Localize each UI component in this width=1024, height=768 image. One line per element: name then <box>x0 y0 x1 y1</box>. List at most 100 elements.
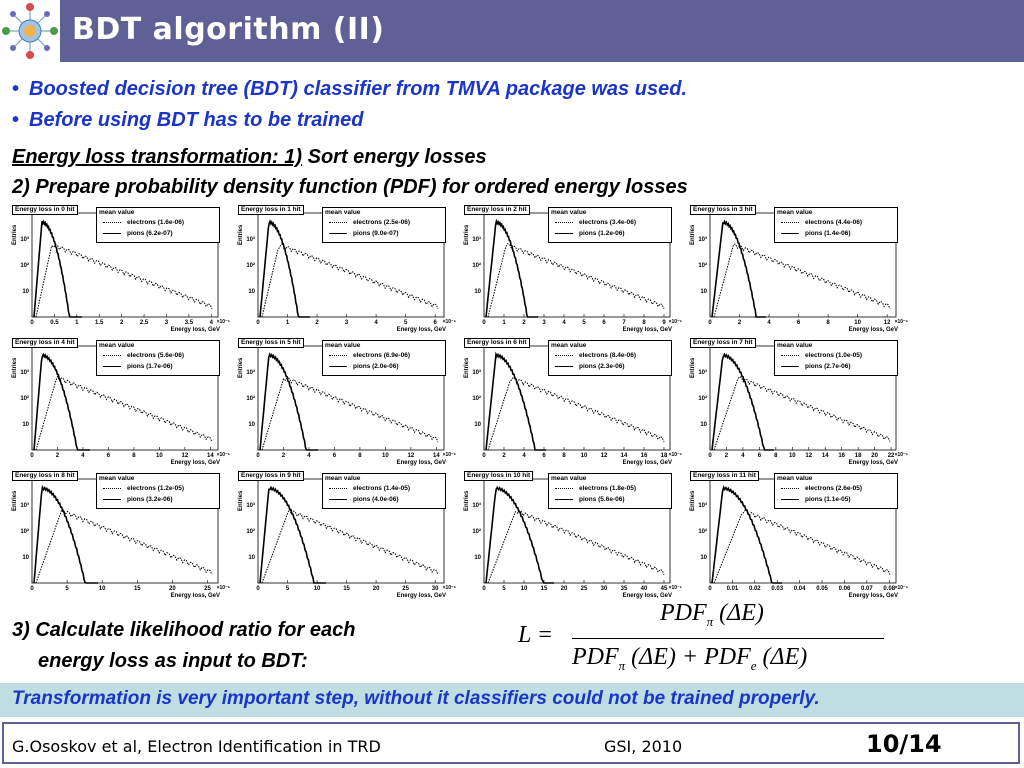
bullet-text: Boosted decision tree (BDT) classifier f… <box>29 78 687 100</box>
y-tick-label: 10 <box>700 422 707 428</box>
legend-pions: pions (2.7e-06) <box>805 363 851 370</box>
pions-series-line <box>33 352 90 451</box>
y-axis-label: Entries <box>12 224 18 245</box>
legend-electrons: electrons (1.6e-06) <box>127 219 185 226</box>
legend-electrons: electrons (2.6e-05) <box>805 485 863 492</box>
pions-swatch <box>103 233 121 234</box>
histogram-panel: 10 10² 10³ 0 1 2 3 4 5 6 Energy loss in 1 hit mean … <box>236 205 456 333</box>
x-tick-label: 0 <box>482 453 486 459</box>
pions-series-line <box>485 351 546 451</box>
x-tick-label: 8 <box>826 320 830 326</box>
x-tick-label: 20 <box>373 586 380 592</box>
x-axis-label: Energy loss, GeV <box>848 593 898 599</box>
x-tick-label: 0 <box>482 320 486 326</box>
histogram-panel: 10 10² 10³ 0 5 10 15 20 25 30 35 40 45 Energy loss in… <box>462 471 682 599</box>
histogram-grid: 10 10² 10³ 0 0.5 1 1.5 2 2.5 3 3.5 4 Energy loss in … <box>10 205 908 602</box>
x-tick-label: 2 <box>522 320 526 326</box>
electrons-series-line <box>35 244 213 318</box>
x-tick-label: 25 <box>204 586 211 592</box>
legend-electrons: electrons (2.5e-06) <box>353 219 411 226</box>
histogram-panel: 10 10² 10³ 0 2 4 6 8 10 12 14 16 18 Energy loss in 6 … <box>462 338 682 466</box>
x-axis-label: Energy loss, GeV <box>396 593 446 599</box>
x-tick-label: 12 <box>408 453 415 459</box>
y-axis-label: Entries <box>238 357 244 378</box>
electrons-series-line <box>713 243 891 318</box>
x-tick-label: 16 <box>641 453 648 459</box>
x-tick-label: 3 <box>542 320 546 326</box>
x-axis-multiplier: ×10⁻⁶ <box>894 452 908 458</box>
electrons-swatch <box>555 355 573 356</box>
panel-title: Energy loss in 9 hit <box>238 471 304 481</box>
histogram-plot: 10 10² 10³ 0 5 10 15 20 25 30 35 40 45 <box>472 478 671 592</box>
legend-pions: pions (9.0e-07) <box>353 230 399 237</box>
histogram-plot: 10 10² 10³ 0 2 4 6 8 10 12 14 16 18 20 22 <box>698 345 897 459</box>
histogram-plot: 10 10² 10³ 0 5 10 15 20 25 <box>20 478 219 592</box>
legend-electrons: electrons (1.2e-05) <box>127 485 185 492</box>
legend-pions: pions (1.7e-06) <box>127 363 173 370</box>
x-tick-label: 4 <box>522 453 526 459</box>
x-tick-label: 8 <box>562 453 566 459</box>
pions-swatch <box>555 233 573 234</box>
y-tick-label: 10³ <box>472 369 481 376</box>
pions-series-line <box>485 485 554 584</box>
x-tick-label: 5 <box>404 320 408 326</box>
histogram-plot: 10 10² 10³ 0 1 2 3 4 5 6 <box>246 212 445 326</box>
legend-electrons: electrons (1.8e-05) <box>579 485 637 492</box>
x-tick-label: 2 <box>725 453 729 459</box>
x-tick-label: 15 <box>541 586 548 592</box>
note-bar: Transformation is very important step, w… <box>0 683 1024 717</box>
electrons-swatch <box>555 488 573 489</box>
electrons-series-line <box>487 509 665 584</box>
x-tick-label: 45 <box>661 586 668 592</box>
y-tick-label: 10³ <box>698 369 707 376</box>
y-tick-label: 10 <box>474 555 481 561</box>
y-tick-label: 10² <box>698 395 707 402</box>
x-tick-label: 30 <box>601 586 608 592</box>
panel-legend: mean value electrons (2.6e-05) pions (1.1e… <box>774 473 898 509</box>
x-tick-label: 4 <box>210 320 214 326</box>
electrons-swatch <box>329 488 347 489</box>
x-tick-label: 8 <box>774 453 778 459</box>
note-text: Transformation is very important step, w… <box>12 688 820 709</box>
y-tick-label: 10 <box>474 289 481 295</box>
legend-header: mean value <box>325 342 361 349</box>
y-axis-label: Entries <box>238 490 244 511</box>
formula-sub: π <box>618 657 626 673</box>
legend-pions: pions (3.2e-06) <box>127 496 173 503</box>
formula-denominator: PDFπ (ΔE) + PDFe (ΔE) <box>572 644 807 674</box>
x-tick-label: 10 <box>99 586 106 592</box>
formula-pdf: PDF <box>660 600 707 626</box>
legend-header: mean value <box>99 342 135 349</box>
histogram-plot: 10 10² 10³ 0 2 4 6 8 10 12 14 <box>20 345 219 459</box>
panel-title: Energy loss in 8 hit <box>12 471 78 481</box>
x-tick-label: 1 <box>75 320 79 326</box>
y-tick-label: 10² <box>472 528 481 535</box>
x-tick-label: 20 <box>169 586 176 592</box>
x-axis-multiplier: ×10⁻⁶ <box>216 585 230 591</box>
y-tick-label: 10³ <box>246 236 255 243</box>
histogram-panel: 10 10² 10³ 0 1 2 3 4 5 6 7 8 9 Energy loss in 2 hit me… <box>462 205 682 333</box>
x-tick-label: 16 <box>838 453 845 459</box>
x-tick-label: 22 <box>888 453 895 459</box>
x-axis-label: Energy loss, GeV <box>622 460 672 466</box>
formula-numerator: PDFπ (ΔE) <box>660 600 764 630</box>
legend-header: mean value <box>777 342 813 349</box>
x-axis-label: Energy loss, GeV <box>170 460 220 466</box>
pions-swatch <box>781 366 799 367</box>
histogram-panel: 10 10² 10³ 0 5 10 15 20 25 Energy loss in 8 hit me… <box>10 471 230 599</box>
histogram-plot: 10 10² 10³ 0 2 4 6 8 10 12 <box>698 212 897 326</box>
x-axis-label: Energy loss, GeV <box>848 327 898 333</box>
x-tick-label: 0.08 <box>883 586 895 592</box>
y-tick-label: 10 <box>700 555 707 561</box>
histogram-plot: 10 10² 10³ 0 2 4 6 8 10 12 14 16 18 <box>472 345 671 459</box>
y-tick-label: 10² <box>246 395 255 402</box>
panel-legend: mean value electrons (4.4e-06) pions (1.4e… <box>774 207 898 243</box>
x-tick-label: 0.05 <box>816 586 828 592</box>
x-tick-label: 3 <box>345 320 349 326</box>
step-3-line-1: 3) Calculate likelihood ratio for each <box>12 619 356 641</box>
electrons-series-line <box>261 376 439 451</box>
x-tick-label: 14 <box>207 453 214 459</box>
legend-header: mean value <box>325 209 361 216</box>
footer-author: G.Ososkov et al, Electron Identification… <box>12 737 381 756</box>
x-tick-label: 10 <box>854 320 861 326</box>
